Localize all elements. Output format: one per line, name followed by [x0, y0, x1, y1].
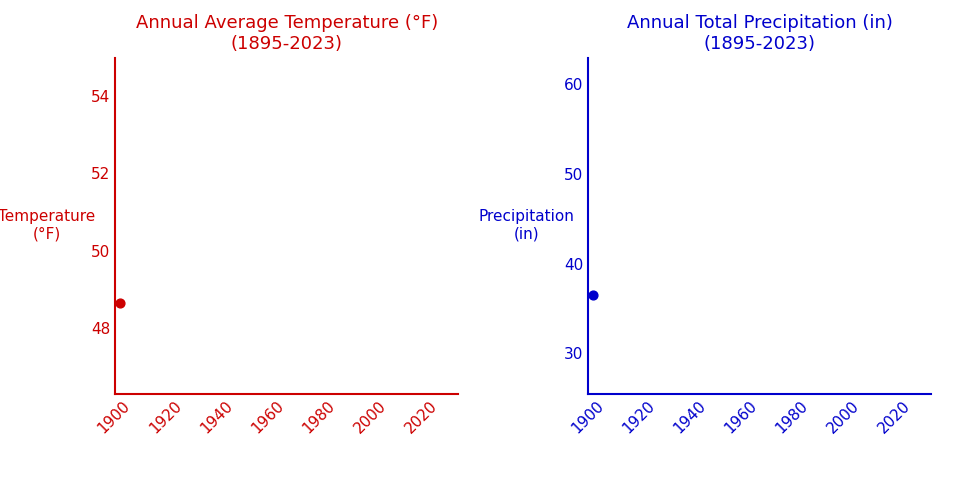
Text: Precipitation
(in): Precipitation (in): [479, 209, 575, 242]
Point: [586, 291, 601, 299]
Title: Annual Total Precipitation (in)
(1895-2023): Annual Total Precipitation (in) (1895-20…: [627, 14, 893, 53]
Text: Temperature
(°F): Temperature (°F): [0, 209, 95, 242]
Title: Annual Average Temperature (°F)
(1895-2023): Annual Average Temperature (°F) (1895-20…: [135, 14, 438, 53]
Point: [112, 299, 128, 307]
